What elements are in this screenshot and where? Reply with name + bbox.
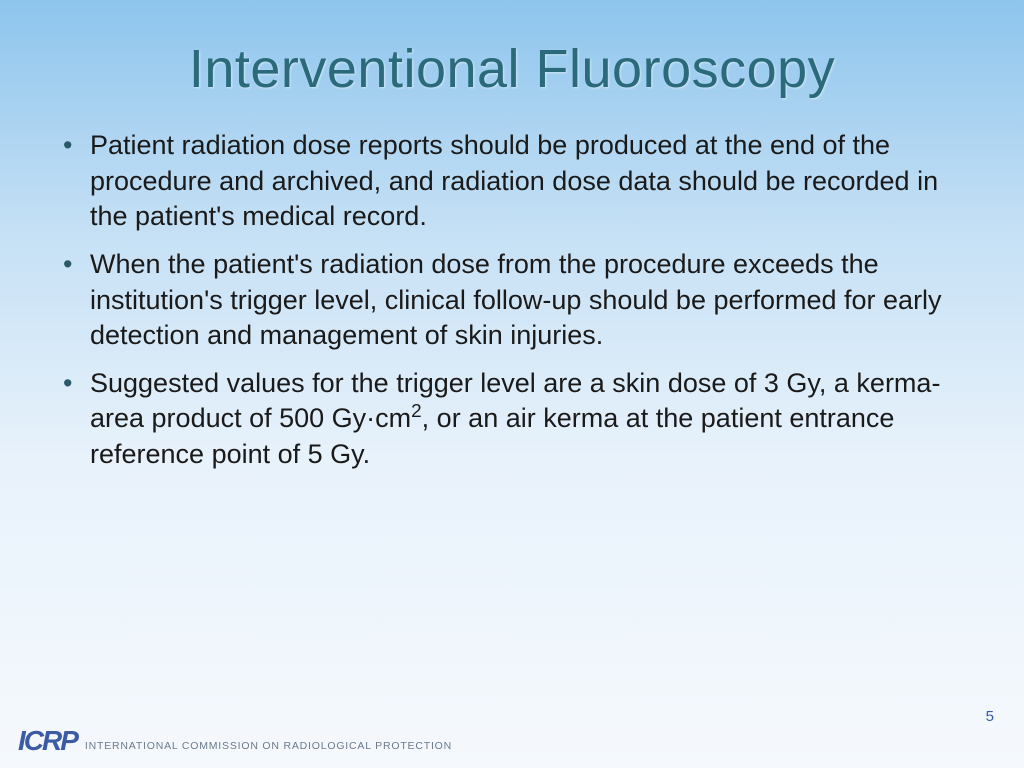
org-name: INTERNATIONAL COMMISSION ON RADIOLOGICAL… bbox=[85, 740, 452, 753]
bullet-list: Patient radiation dose reports should be… bbox=[55, 128, 969, 473]
bullet-item: When the patient's radiation dose from t… bbox=[55, 247, 969, 354]
page-number: 5 bbox=[986, 708, 994, 753]
slide-footer: ICRP INTERNATIONAL COMMISSION ON RADIOLO… bbox=[18, 708, 994, 753]
slide-content: Patient radiation dose reports should be… bbox=[0, 118, 1024, 473]
slide-title: Interventional Fluoroscopy bbox=[0, 0, 1024, 118]
bullet-item: Patient radiation dose reports should be… bbox=[55, 128, 969, 235]
footer-left: ICRP INTERNATIONAL COMMISSION ON RADIOLO… bbox=[18, 729, 452, 753]
icrp-logo: ICRP bbox=[18, 729, 77, 753]
bullet-item: Suggested values for the trigger level a… bbox=[55, 366, 969, 473]
